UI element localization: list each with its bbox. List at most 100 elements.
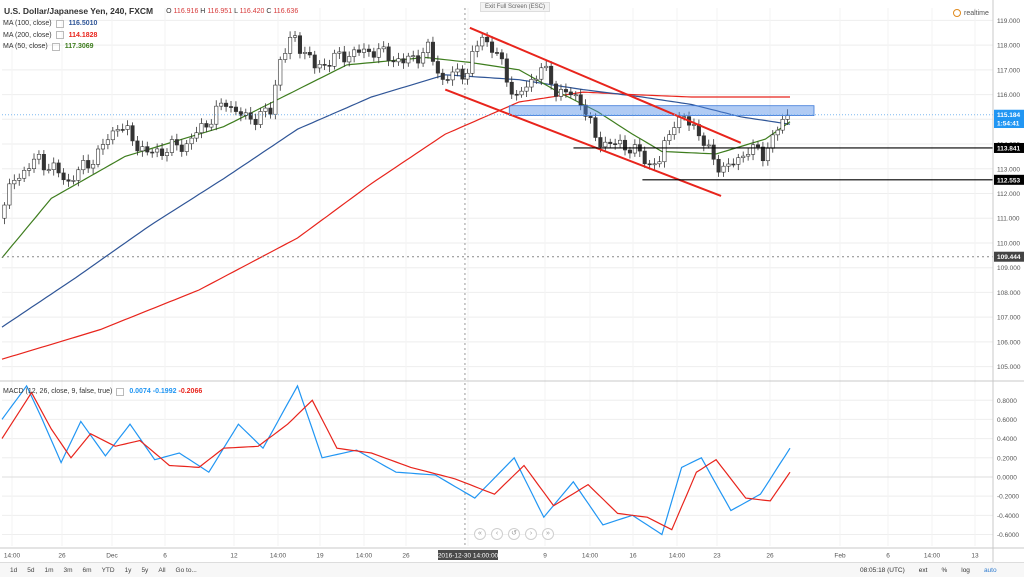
candle-body (450, 71, 455, 81)
eye-icon[interactable] (55, 19, 64, 28)
candle-body (307, 52, 312, 56)
candle-body (160, 148, 165, 156)
eye-icon[interactable] (116, 387, 125, 396)
candle-body (219, 102, 224, 107)
candle-body (51, 162, 56, 170)
time-tick-label: 23 (713, 553, 721, 560)
ma200-line (1, 91, 790, 360)
price-badge-label: 1:54:41 (997, 121, 1020, 128)
candle-body (322, 64, 327, 66)
candle-body (652, 163, 657, 166)
price-badge (994, 109, 1024, 120)
toggle-log[interactable]: log (961, 566, 970, 574)
toggle-auto[interactable]: auto (983, 566, 997, 574)
candle-body (642, 150, 647, 165)
time-tick-label: 6 (886, 553, 890, 560)
candle-body (361, 48, 367, 53)
candles (2, 31, 790, 225)
range-5d[interactable]: 5d (27, 566, 35, 574)
macd-legend[interactable]: MACD (12, 26, close, 9, false, true) 0.0… (3, 387, 203, 396)
range-1d[interactable]: 1d (10, 566, 18, 574)
eye-icon[interactable] (55, 31, 64, 40)
utc-clock[interactable]: 08:05:18 (UTC) (860, 566, 905, 574)
time-tick-label: 19 (316, 553, 324, 560)
price-badge-label: 113.841 (997, 145, 1021, 152)
time-tick-label: Feb (834, 553, 846, 560)
candle-body (120, 129, 125, 131)
candle-body (558, 89, 564, 97)
price-tick-label: 118.000 (997, 43, 1020, 50)
range-6m[interactable]: 6m (82, 566, 92, 574)
range-3m[interactable]: 3m (63, 566, 73, 574)
goto-date-button[interactable]: Go to... (175, 566, 197, 574)
clock-icon (953, 9, 961, 17)
candle-body (421, 52, 426, 64)
price-tick-label: 106.000 (997, 339, 1021, 346)
candle-body (366, 48, 371, 52)
grid (2, 8, 993, 546)
price-badge-label: 115.184 (997, 112, 1021, 119)
range-ytd[interactable]: YTD (101, 566, 115, 574)
exit-fullscreen-button[interactable]: Exit Full Screen (ESC) (480, 2, 551, 12)
candle-body (273, 84, 278, 115)
scroll-left-button[interactable]: ‹ (491, 528, 503, 540)
scroll-end-button[interactable]: » (542, 528, 554, 540)
price-tick-label: 107.000 (997, 315, 1021, 322)
candle-body (337, 51, 342, 54)
price-badge-label: 109.444 (997, 254, 1021, 261)
candle-body (194, 132, 199, 139)
candle-body (721, 165, 726, 173)
candle-body (125, 125, 130, 130)
scroll-right-button[interactable]: › (525, 528, 537, 540)
candle-body (135, 140, 140, 152)
candle-body (406, 55, 411, 64)
candle-body (460, 68, 465, 80)
candle-body (514, 93, 519, 96)
time-tick-label: 13 (971, 553, 979, 560)
candle-body (283, 53, 288, 60)
toggle-ext[interactable]: ext (918, 566, 928, 574)
realtime-indicator[interactable]: realtime (953, 9, 989, 17)
ma100-legend[interactable]: MA (100, close) 116.5010 (3, 19, 98, 28)
ma200-legend[interactable]: MA (200, close) 114.1828 (3, 31, 98, 40)
candle-body (96, 148, 101, 165)
bottom-toolbar: 1d 5d 1m 3m 6m YTD 1y 5y All Go to... 08… (0, 562, 1024, 577)
time-tick-label: 2016-12-30 14:00:00 (438, 553, 499, 560)
range-1y[interactable]: 1y (124, 566, 132, 574)
candle-body (228, 106, 234, 108)
candle-body (470, 51, 475, 74)
price-tick-label: 117.000 (997, 67, 1020, 74)
reset-chart-button[interactable]: ↺ (508, 528, 520, 540)
candle-body (573, 94, 578, 97)
range-5y[interactable]: 5y (141, 566, 149, 574)
candle-body (701, 135, 706, 146)
scroll-start-button[interactable]: « (474, 528, 486, 540)
symbol-title[interactable]: U.S. Dollar/Japanese Yen, 240, FXCM (4, 6, 154, 16)
candle-body (81, 160, 86, 171)
candle-body (425, 41, 431, 53)
candle-body (105, 139, 110, 145)
candle-body (711, 144, 716, 160)
range-1m[interactable]: 1m (44, 566, 54, 574)
candle-body (130, 125, 135, 142)
candle-body (352, 49, 357, 57)
ma50-line (1, 56, 791, 259)
time-tick-label: 26 (402, 553, 410, 560)
ma50-legend[interactable]: MA (50, close) 117.3069 (3, 42, 94, 51)
price-tick-label: 105.000 (997, 364, 1021, 371)
macd-tick-label: 0.2000 (997, 455, 1017, 462)
time-tick-label: 26 (58, 553, 66, 560)
candle-body (529, 79, 534, 88)
time-tick-label: 14:00 (356, 553, 373, 560)
range-all[interactable]: All (158, 566, 166, 574)
toggle-percent[interactable]: % (941, 566, 948, 574)
eye-icon[interactable] (51, 42, 60, 51)
channel-upper-line (469, 26, 742, 144)
candle-body (765, 148, 770, 162)
resistance-zone (508, 105, 815, 116)
candle-body (618, 139, 623, 145)
candle-body (455, 68, 460, 73)
candle-body (509, 81, 514, 95)
candle-body (376, 48, 381, 58)
